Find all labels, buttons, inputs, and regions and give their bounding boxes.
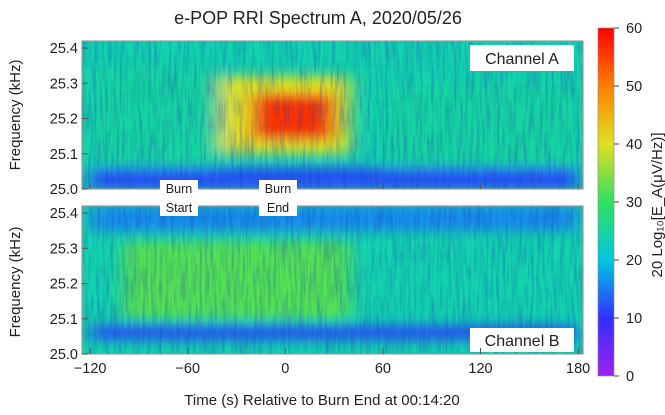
panel-a-y-axis-label: Frequency (kHz) — [7, 60, 24, 171]
panel-channel-a: Channel A 25.4 25.3 25.2 25.1 25.0 Frequency… — [7, 40, 584, 198]
panel-b-y-ticks: 25.4 25.3 25.2 25.1 25.0 — [50, 206, 88, 363]
panel-a-label-box — [470, 45, 574, 71]
panel-a-label: Channel A — [485, 51, 559, 68]
colorbar-tick-label: 10 — [626, 311, 642, 327]
x-tick-label: 120 — [468, 361, 492, 377]
y-tick-label: 25.4 — [50, 206, 78, 222]
y-tick-label: 25.0 — [50, 347, 78, 363]
x-tick-label: 0 — [281, 361, 289, 377]
burn-start-label-line2: Start — [166, 201, 193, 215]
colorbar-tick-label: 60 — [626, 21, 642, 37]
colorbar-tick-label: 0 — [626, 369, 634, 385]
colorbar-label: 20 Log₁₀[E_A(μV/Hz)] — [649, 133, 665, 278]
y-tick-label: 25.1 — [50, 147, 78, 163]
burn-start-label-line1: Burn — [166, 182, 192, 196]
burn-start-label-box — [160, 180, 198, 216]
y-tick-label: 25.1 — [50, 312, 78, 328]
colorbar-tick-label: 40 — [626, 137, 642, 153]
chart-title: e-POP RRI Spectrum A, 2020/05/26 — [174, 8, 462, 28]
y-tick-label: 25.0 — [50, 182, 78, 198]
panel-b-label-box — [470, 328, 574, 352]
panel-b-x-ticks: −120 −60 0 60 120 180 — [74, 348, 590, 377]
panel-a-frame — [81, 40, 584, 190]
colorbar-tick-label: 20 — [626, 253, 642, 269]
burn-annotations: Burn Start Burn End — [160, 180, 297, 216]
x-tick-label: 180 — [566, 361, 590, 377]
y-tick-label: 25.2 — [50, 277, 78, 293]
panel-b-label: Channel B — [485, 333, 560, 350]
panel-b-y-axis-label: Frequency (kHz) — [7, 227, 24, 338]
colorbar-ticks: 60 50 40 30 20 10 0 — [614, 21, 642, 385]
x-tick-label: 60 — [375, 361, 391, 377]
x-tick-label: −120 — [74, 361, 107, 377]
burn-end-label-line1: Burn — [265, 182, 291, 196]
panel-channel-b: Channel B 25.4 25.3 25.2 25.1 25.0 −120 −60 0 6… — [7, 205, 590, 409]
y-tick-label: 25.2 — [50, 112, 78, 128]
panel-b-frame — [81, 205, 584, 355]
x-tick-label: −60 — [175, 361, 200, 377]
burn-end-label-box — [259, 180, 297, 216]
colorbar-gradient — [597, 27, 615, 377]
burn-end-label-line2: End — [267, 201, 289, 215]
y-tick-label: 25.3 — [50, 241, 78, 257]
x-axis-label: Time (s) Relative to Burn End at 00:14:2… — [184, 392, 459, 409]
y-tick-label: 25.4 — [50, 41, 78, 57]
y-tick-label: 25.3 — [50, 76, 78, 92]
colorbar: 60 50 40 30 20 10 0 20 Log₁₀[E_A(μV/Hz)] — [597, 21, 665, 385]
colorbar-tick-label: 30 — [626, 195, 642, 211]
colorbar-tick-label: 50 — [626, 79, 642, 95]
panel-a-y-ticks: 25.4 25.3 25.2 25.1 25.0 — [50, 41, 88, 198]
